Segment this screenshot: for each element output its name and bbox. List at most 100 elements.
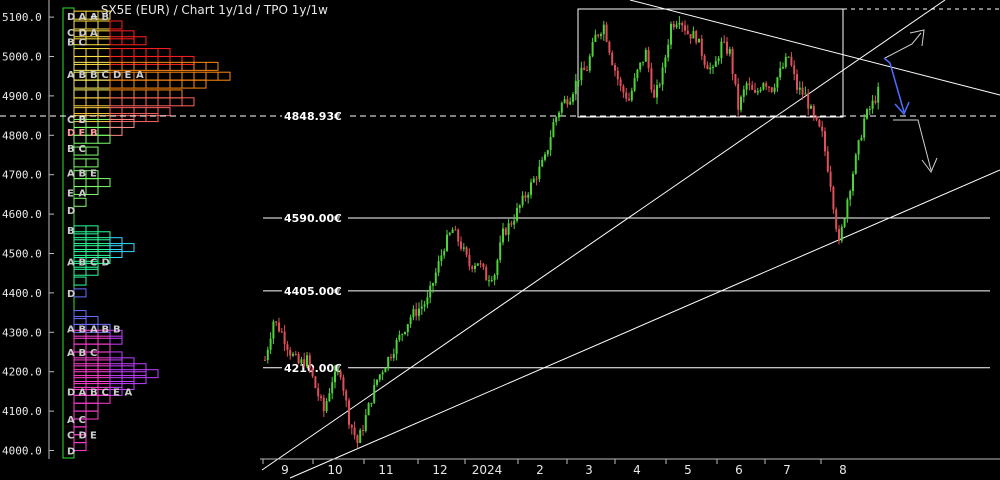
candle-body: [815, 116, 818, 120]
tpo-block: [85, 260, 99, 270]
x-tick-label: 3: [585, 463, 593, 477]
tpo-block: [73, 61, 87, 71]
tpo-letter: C: [79, 144, 86, 155]
tpo-block: [97, 113, 111, 123]
projection-arrow-up: [884, 32, 922, 59]
tpo-block: [169, 61, 183, 71]
x-tick-label: 2: [536, 463, 544, 477]
y-tick-label: 5000.0: [2, 51, 42, 64]
tpo-block: [85, 243, 99, 253]
tpo-letter: D: [113, 70, 121, 81]
candle-body: [661, 67, 664, 85]
tpo-block: [73, 335, 87, 345]
candle-body: [639, 62, 642, 70]
tpo-letter: A: [125, 387, 133, 398]
tpo-block: [85, 48, 99, 58]
tpo-block: [85, 178, 99, 188]
tpo-letter: B: [102, 324, 110, 335]
candle-body: [602, 24, 605, 35]
candle-body: [521, 195, 524, 206]
tpo-block: [133, 36, 147, 46]
projection-arrow-down: [893, 119, 932, 171]
candle-body: [278, 322, 280, 332]
tpo-block: [181, 61, 195, 71]
candle-body: [415, 309, 418, 316]
tpo-block: [193, 79, 207, 89]
tpo-block: [97, 36, 111, 46]
candle-body: [496, 260, 499, 276]
candle-body: [605, 24, 608, 42]
candle-body: [594, 34, 597, 43]
tpo-letter: A: [79, 188, 87, 199]
tpo-block: [73, 357, 87, 367]
tpo-block: [85, 402, 99, 412]
tpo-block: [85, 369, 99, 379]
candle-body: [434, 272, 437, 284]
tpo-block: [133, 79, 147, 89]
candle-body: [714, 61, 717, 67]
candle-body: [787, 56, 790, 58]
candle-body: [336, 371, 339, 373]
tpo-block: [109, 79, 123, 89]
tpo-block: [181, 97, 195, 107]
candle-body: [675, 24, 678, 28]
candle-body: [401, 333, 404, 335]
tpo-block: [109, 243, 123, 253]
tpo-block: [85, 118, 99, 128]
tpo-block: [85, 61, 99, 71]
candle-body: [700, 38, 703, 56]
candle-body: [524, 195, 527, 198]
tpo-letter: A: [67, 70, 75, 81]
tpo-block: [121, 89, 135, 99]
candle-body: [499, 242, 502, 261]
candle-body: [471, 266, 474, 269]
candle-body: [796, 74, 798, 90]
candle-body: [311, 367, 314, 377]
tpo-letter: A: [79, 12, 87, 23]
y-tick-label: 4500.0: [2, 248, 42, 261]
tpo-block: [109, 113, 123, 123]
candle-body: [692, 31, 695, 39]
candle-body: [689, 34, 692, 39]
tpo-letter: C: [90, 348, 97, 359]
candle-body: [857, 140, 860, 155]
candle-body: [558, 112, 560, 118]
candle-body: [320, 396, 322, 398]
candle-body: [658, 84, 661, 86]
tpo-block: [73, 363, 87, 373]
tpo-block: [109, 363, 123, 373]
candle-body: [678, 22, 681, 25]
candle-body: [574, 80, 577, 95]
candle-body: [510, 223, 513, 225]
tpo-block: [85, 375, 99, 385]
candle-body: [297, 354, 300, 364]
rising-trendline-steep: [261, 0, 946, 471]
candle-body: [768, 86, 770, 88]
candle-body: [681, 22, 684, 26]
tpo-block: [109, 329, 123, 339]
candle-body: [322, 397, 325, 412]
candle-body: [630, 90, 633, 101]
tpo-block: [217, 71, 231, 81]
tpo-block: [133, 107, 147, 117]
candle-body: [513, 220, 516, 225]
tpo-letter: A: [67, 324, 75, 335]
tpo-letter: E: [125, 70, 132, 81]
tpo-block: [97, 357, 111, 367]
tpo-block: [109, 369, 123, 379]
candle-body: [782, 66, 784, 69]
tpo-block: [181, 79, 195, 89]
y-tick-label: 4100.0: [2, 405, 42, 418]
candle-body: [474, 265, 476, 269]
chart-title: _ SX5E (EUR) / Chart 1y/1d / TPO 1y/1w: [90, 3, 328, 17]
candle-body: [381, 372, 384, 375]
candle-body: [549, 137, 552, 151]
x-tick-label: 2024: [472, 463, 503, 477]
candle-body: [462, 247, 465, 249]
candle-body: [362, 430, 364, 432]
tpo-block: [97, 243, 111, 253]
tpo-block: [145, 107, 159, 117]
tpo-block: [85, 55, 99, 65]
tpo-block: [121, 36, 135, 46]
tpo-block: [145, 89, 159, 99]
